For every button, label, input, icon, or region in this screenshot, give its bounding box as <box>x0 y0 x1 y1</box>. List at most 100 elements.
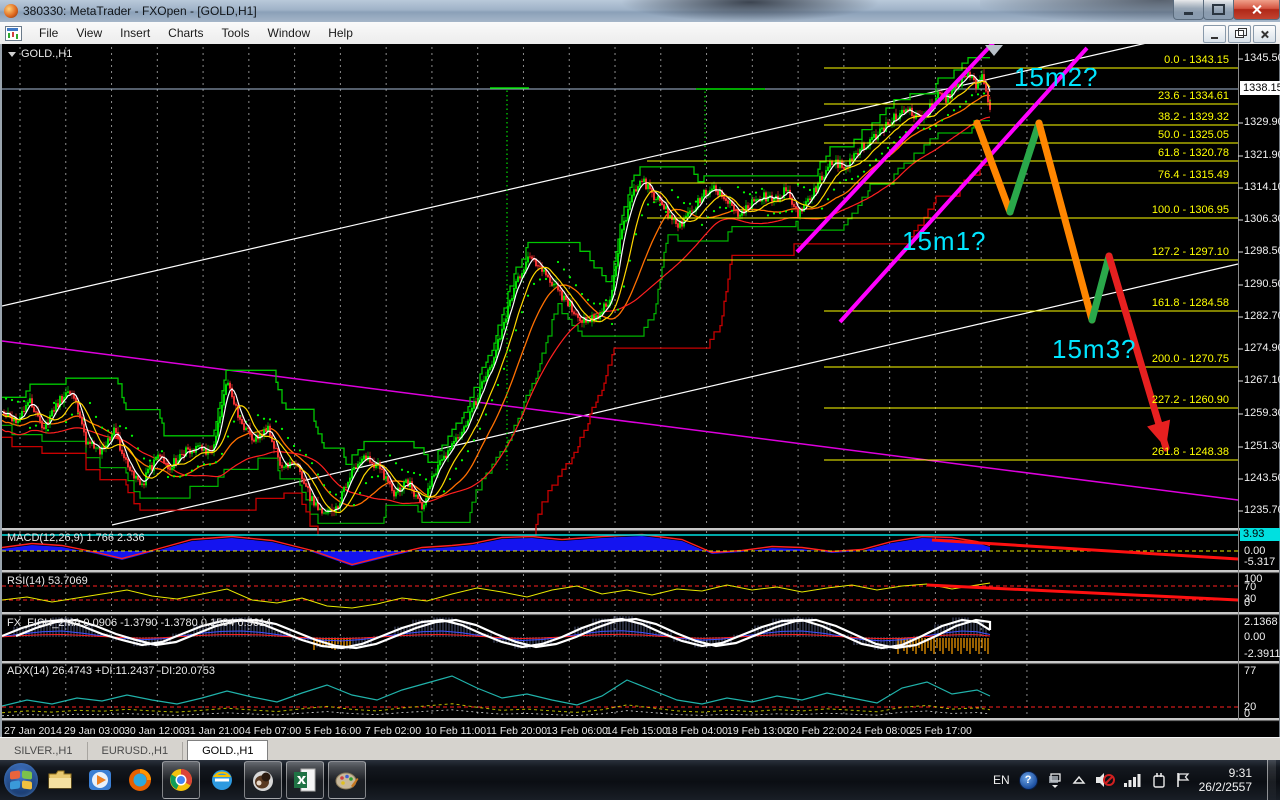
chart-window-icon[interactable] <box>5 25 22 41</box>
time-tick: 7 Feb 02:00 <box>365 725 422 737</box>
fib-level-label[interactable]: 23.6 - 1334.61 <box>1158 90 1229 102</box>
price-tick: 1251.30 <box>1244 440 1280 452</box>
show-desktop-button[interactable] <box>1267 760 1276 800</box>
start-button[interactable] <box>4 763 38 797</box>
fib-level-label[interactable]: 61.8 - 1320.78 <box>1158 147 1229 159</box>
tab-gold-h1[interactable]: GOLD.,H1 <box>187 740 269 761</box>
price-tick: 1314.10 <box>1244 181 1280 193</box>
macd-value-box: 3.93 <box>1240 528 1280 541</box>
price-tick: 1235.70 <box>1244 504 1280 516</box>
menu-tools[interactable]: Tools <box>221 26 250 40</box>
fib-level-label[interactable]: 227.2 - 1260.90 <box>1151 394 1229 406</box>
tab-eurusd-h1[interactable]: EURUSD.,H1 <box>88 742 184 761</box>
media-player-icon <box>89 770 111 790</box>
power-plug-icon[interactable] <box>1151 772 1167 788</box>
network-signal-icon[interactable] <box>1123 773 1142 787</box>
help-icon[interactable]: ? <box>1018 770 1038 790</box>
macd-label: MACD(12,26,9) 1.766 2.336 <box>7 532 145 544</box>
close-icon <box>1251 4 1262 15</box>
metatrader-taskbar-icon[interactable] <box>244 761 282 799</box>
firefox-taskbar-icon[interactable] <box>122 762 158 798</box>
chrome-taskbar-icon[interactable] <box>162 761 200 799</box>
menu-view[interactable]: View <box>76 26 103 40</box>
fib-level-label[interactable]: 127.2 - 1297.10 <box>1151 246 1229 258</box>
menu-file[interactable]: File <box>39 26 59 40</box>
media-player-taskbar-icon[interactable] <box>82 762 118 798</box>
rsi-scale-tick: 30 <box>1244 593 1257 605</box>
price-tick: 1274.90 <box>1244 342 1280 354</box>
child-minimize-button[interactable] <box>1203 25 1226 43</box>
fib-level-label[interactable]: 38.2 - 1329.32 <box>1158 111 1229 123</box>
rsi-scale-tick: 0 <box>1244 597 1251 609</box>
window-switch-icon[interactable] <box>1047 772 1063 788</box>
fib-level-label[interactable]: 76.4 - 1315.49 <box>1158 169 1229 181</box>
close-button[interactable] <box>1233 0 1280 20</box>
annotation-text[interactable]: 15m3? <box>1052 334 1137 364</box>
tab-silver-h1[interactable]: SILVER.,H1 <box>0 742 88 761</box>
time-tick: 24 Feb 08:00 <box>850 725 912 737</box>
annotation-text[interactable]: 15m1? <box>902 226 987 256</box>
fish-label: FX_FISH_2MA 0.0906 -1.3790 -1.3780 0.150… <box>7 617 272 629</box>
rsi-label: RSI(14) 53.7069 <box>7 575 88 587</box>
chart-canvas[interactable] <box>2 44 1279 737</box>
time-tick: 19 Feb 13:00 <box>727 725 789 737</box>
symbol-label[interactable]: GOLD.,H1 <box>8 48 72 60</box>
restore-icon <box>1235 28 1247 38</box>
price-tick: 1321.90 <box>1244 149 1280 161</box>
windows-logo-icon <box>22 770 32 780</box>
action-center-flag-icon[interactable] <box>1176 772 1190 788</box>
system-tray: EN ? 9:31 26/2/2557 <box>993 760 1280 800</box>
fib-level-label[interactable]: 0.0 - 1343.15 <box>1164 54 1229 66</box>
chart-tab-bar: SILVER.,H1 EURUSD.,H1 GOLD.,H1 <box>0 737 1280 761</box>
explorer-taskbar-icon[interactable] <box>42 762 78 798</box>
menu-window[interactable]: Window <box>267 26 311 40</box>
menu-insert[interactable]: Insert <box>120 26 151 40</box>
minimize-icon <box>1211 36 1218 39</box>
close-icon <box>1260 30 1269 39</box>
bid-price-box: 1338.15 <box>1240 81 1280 95</box>
fish-scale-tick: 2.1368 <box>1244 616 1278 628</box>
menu-charts[interactable]: Charts <box>168 26 204 40</box>
adx-label: ADX(14) 26.4743 +DI:11.2437 -DI:20.0753 <box>7 665 216 677</box>
time-tick: 20 Feb 22:00 <box>787 725 849 737</box>
time-tick: 25 Feb 17:00 <box>910 725 972 737</box>
macd-scale-tick: -5.317 <box>1244 556 1276 568</box>
price-tick: 1306.30 <box>1244 213 1280 225</box>
paint-taskbar-icon[interactable] <box>328 761 366 799</box>
paint-icon <box>335 772 359 790</box>
child-close-button[interactable] <box>1253 25 1276 43</box>
maximize-button[interactable] <box>1203 0 1234 20</box>
desktop-blur <box>620 0 880 22</box>
fib-level-label[interactable]: 50.0 - 1325.05 <box>1158 129 1229 141</box>
clock[interactable]: 9:31 26/2/2557 <box>1199 766 1258 794</box>
clock-date: 26/2/2557 <box>1198 780 1252 794</box>
child-restore-button[interactable] <box>1228 25 1251 43</box>
internet-explorer-icon <box>212 770 232 790</box>
internet-explorer-taskbar-icon[interactable] <box>204 762 240 798</box>
menu-help[interactable]: Help <box>328 26 353 40</box>
fib-level-label[interactable]: 100.0 - 1306.95 <box>1151 204 1229 216</box>
fish-scale-tick: 0.00 <box>1244 631 1266 643</box>
time-tick: 30 Jan 12:00 <box>124 725 185 737</box>
price-tick: 1345.50 <box>1244 52 1280 64</box>
chrome-icon <box>170 769 192 791</box>
language-indicator[interactable]: EN <box>992 773 1010 787</box>
fib-level-label[interactable]: 161.8 - 1284.58 <box>1151 297 1229 309</box>
volume-muted-icon[interactable] <box>1095 772 1115 788</box>
adx-scale-tick: 20 <box>1244 701 1257 713</box>
fib-level-label[interactable]: 200.0 - 1270.75 <box>1151 353 1229 365</box>
minimize-button[interactable] <box>1173 0 1204 20</box>
window-title: 380330: MetaTrader - FXOpen - [GOLD,H1] <box>23 4 257 18</box>
price-tick: 1259.30 <box>1244 407 1280 419</box>
windows-logo-icon <box>10 770 20 780</box>
metatrader-app-icon <box>4 4 18 18</box>
maximize-icon <box>1212 4 1225 15</box>
rsi-scale-tick: 70 <box>1244 581 1257 593</box>
fib-level-label[interactable]: 261.8 - 1248.38 <box>1151 446 1229 458</box>
time-tick: 27 Jan 2014 <box>4 725 62 737</box>
excel-taskbar-icon[interactable] <box>286 761 324 799</box>
title-bar[interactable]: 380330: MetaTrader - FXOpen - [GOLD,H1] <box>0 0 1280 22</box>
annotation-text[interactable]: 15m2? <box>1014 62 1099 92</box>
show-hidden-icons-icon[interactable] <box>1072 775 1086 785</box>
